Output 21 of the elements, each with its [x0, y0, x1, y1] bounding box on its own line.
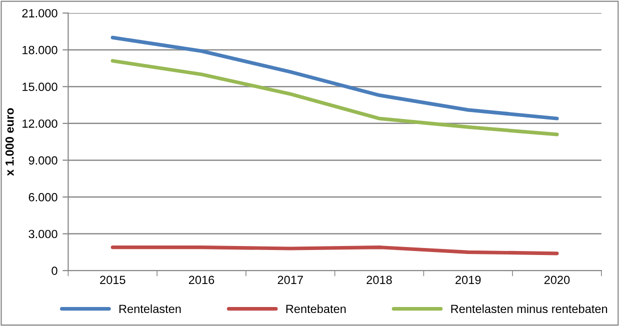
y-tick-label: 21.000: [22, 9, 58, 18]
line-series: [110, 59, 559, 136]
x-tick-label: 2019: [456, 276, 481, 284]
legend-label: Rentebaten: [286, 304, 346, 314]
y-tick-label: 0: [52, 266, 58, 275]
x-tick-label: 2017: [278, 276, 303, 284]
y-tick-label: 15.000: [22, 82, 58, 92]
line-series: [110, 245, 559, 256]
x-tick-label: 2015: [100, 276, 126, 284]
y-tick-label: 3.000: [28, 230, 58, 238]
line-series: [110, 36, 559, 120]
y-tick-label: 6.000: [28, 193, 58, 202]
x-tick-label: 2016: [188, 276, 214, 284]
legend-label: Rentelasten minus rentebaten: [451, 304, 608, 314]
y-tick-label: 12.000: [22, 119, 58, 128]
x-tick-label: 2018: [366, 276, 392, 284]
y-tick-label: 9.000: [28, 156, 58, 165]
y-axis-title: x 1.000 euro: [5, 108, 14, 176]
y-tick-label: 18.000: [22, 46, 58, 54]
x-tick-label: 2020: [544, 276, 570, 284]
legend-label: Rentelasten: [119, 304, 181, 314]
